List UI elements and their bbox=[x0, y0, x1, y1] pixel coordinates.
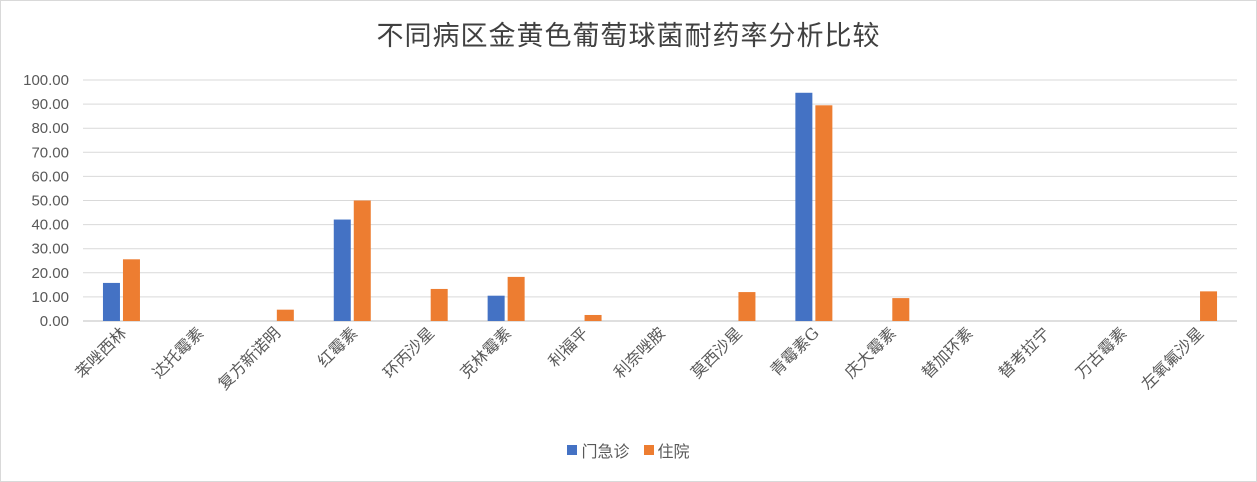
x-category-label: 红霉素 bbox=[314, 323, 361, 370]
x-category-label: 左氧氟沙星 bbox=[1137, 323, 1207, 393]
x-category-label: 青霉素G bbox=[766, 323, 822, 379]
y-tick-label: 80.00 bbox=[31, 120, 69, 137]
y-tick-label: 0.00 bbox=[40, 313, 69, 330]
x-category-label: 环丙沙星 bbox=[379, 323, 438, 382]
x-category-label: 替考拉宁 bbox=[995, 323, 1054, 382]
y-tick-label: 100.00 bbox=[23, 72, 69, 89]
x-category-label: 利福平 bbox=[545, 323, 592, 370]
x-category-label: 庆大霉素 bbox=[841, 323, 900, 382]
legend-item-series-1: 门急诊 bbox=[567, 438, 630, 462]
legend-label-series-2: 住院 bbox=[657, 442, 690, 461]
legend-swatch-series-1 bbox=[567, 445, 578, 455]
x-axis-category-labels: 苯唑西林 达托霉素 复方新诺明 红霉素 环丙沙星 克林霉素 利福平 利奈唑胺 莫西沙星 青霉素G 庆… bbox=[72, 323, 1208, 393]
bar-series-2 bbox=[815, 105, 833, 322]
y-tick-label: 90.00 bbox=[31, 96, 69, 113]
x-category-label: 万古霉素 bbox=[1072, 323, 1131, 382]
bar-series-2 bbox=[584, 314, 602, 321]
bar-series-1 bbox=[102, 282, 120, 321]
y-tick-label: 30.00 bbox=[31, 241, 69, 258]
y-tick-label: 70.00 bbox=[31, 144, 69, 161]
bar-series-2 bbox=[122, 259, 140, 321]
y-tick-label: 60.00 bbox=[31, 168, 69, 185]
bar-series-1 bbox=[487, 295, 505, 321]
x-category-label: 利奈唑胺 bbox=[610, 323, 669, 382]
bars bbox=[102, 92, 1218, 322]
chart-title: 不同病区金黄色葡萄球菌耐药率分析比较 bbox=[376, 21, 881, 52]
bar-series-2 bbox=[276, 309, 294, 321]
bar-series-1 bbox=[795, 92, 813, 321]
bar-series-1 bbox=[333, 219, 351, 321]
y-tick-label: 10.00 bbox=[31, 289, 69, 306]
bar-series-2 bbox=[738, 292, 756, 321]
x-category-label: 克林霉素 bbox=[456, 323, 515, 382]
x-category-label: 莫西沙星 bbox=[687, 323, 746, 382]
bar-series-2 bbox=[430, 288, 448, 321]
y-tick-label: 50.00 bbox=[31, 193, 69, 210]
bar-series-2 bbox=[353, 200, 371, 321]
legend-item-series-2: 住院 bbox=[643, 438, 690, 462]
x-category-label: 达托霉素 bbox=[149, 323, 208, 382]
legend: 门急诊 住院 bbox=[0, 438, 1257, 462]
bar-series-2 bbox=[892, 298, 910, 321]
y-tick-label: 40.00 bbox=[31, 217, 69, 234]
x-category-label: 替加环素 bbox=[918, 323, 977, 382]
x-category-label: 苯唑西林 bbox=[72, 323, 131, 382]
y-tick-label: 20.00 bbox=[31, 265, 69, 282]
gridlines bbox=[83, 79, 1237, 322]
bar-series-2 bbox=[507, 276, 525, 321]
legend-swatch-series-2 bbox=[643, 445, 654, 455]
x-category-label: 复方新诺明 bbox=[214, 323, 284, 393]
bar-series-2 bbox=[1200, 291, 1218, 321]
y-axis-tick-labels: 0.00 10.00 20.00 30.00 40.00 50.00 60.00 70.00 8… bbox=[23, 72, 69, 330]
legend-label-series-1: 门急诊 bbox=[581, 442, 630, 461]
